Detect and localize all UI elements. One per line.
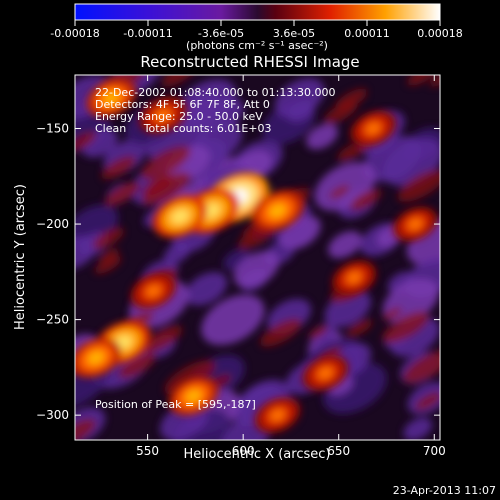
y-tick-label: −300 [36,408,69,422]
colorbar-units: (photons cm⁻² s⁻¹ asec⁻²) [186,39,328,52]
colorbar-gradient [74,3,441,21]
info-line-2: Detectors: 4F 5F 6F 7F 8F, Att 0 [95,98,270,111]
source-core [103,91,120,105]
source-core [407,218,423,230]
background-blob [163,242,191,264]
colorbar-tick-label: 0.00011 [344,27,390,40]
source-core [171,209,190,224]
colorbar-tick-label: 0.00018 [417,27,463,40]
background-blob [403,417,433,440]
background-blob [329,184,350,199]
background-blob [260,318,302,347]
background-blob [346,319,373,337]
x-axis-ticks: 550 600 650 700 [136,75,446,458]
background-blob [328,231,363,259]
background-blob [233,251,279,288]
source-core [268,203,287,218]
background-blob [350,188,382,211]
background-blob [75,131,96,152]
background-blob [274,78,325,118]
background-blob [92,227,125,249]
colorbar-tick-label: -3.6e-05 [198,27,244,40]
info-line-4: Clean Total counts: 6.01E+03 [95,122,272,135]
background-blob [118,352,156,379]
background-blob [382,311,430,344]
background-blob [142,325,183,353]
background-blob [306,123,338,150]
x-tick-label: 650 [327,444,350,458]
info-box: 22-Dec-2002 01:08:40.000 to 01:13:30.000… [95,86,336,135]
background-blob [94,255,122,274]
source-core [154,108,171,122]
background-blob [337,140,368,162]
source-core [145,284,161,298]
background-blob [98,248,119,263]
background-blob [101,155,136,180]
background-blob [335,88,368,111]
colorbar: -0.00018 -0.00011 -3.6e-05 3.6e-05 0.00011 0.… [50,3,463,52]
x-tick-label: 600 [232,444,255,458]
background-blob [164,360,216,395]
source-core [365,122,381,135]
source-core [346,271,362,284]
y-tick-label: −200 [36,217,69,231]
background-blob [407,75,437,86]
y-axis-label: Heliocentric Y (arcsec) [13,184,28,330]
plot-frame [74,74,441,441]
background-blob [397,169,440,202]
info-line-3: Energy Range: 25.0 - 50.0 keV [95,110,263,123]
colorbar-ticks: -0.00018 -0.00011 -3.6e-05 3.6e-05 0.00011 0.… [50,20,463,40]
y-axis-ticks: −150 −200 −250 −300 [36,122,440,422]
x-tick-label: 550 [136,444,159,458]
y-tick-label: −250 [36,313,69,327]
background-blob [415,392,440,411]
chart-title: Reconstructed RHESSI Image [140,53,360,71]
source-core [269,409,286,422]
background-blob [104,181,141,206]
timestamp: 23-Apr-2013 11:07 [392,484,496,497]
background-blob [429,75,440,87]
source-core [317,367,333,380]
info-line-1: 22-Dec-2002 01:08:40.000 to 01:13:30.000 [95,86,336,99]
colorbar-tick-label: 3.6e-05 [273,27,315,40]
x-axis-label: Heliocentric X (arcsec) [184,447,331,462]
peak-position-label: Position of Peak = [595,-187] [95,398,256,411]
source-core [185,389,202,403]
background-blob [201,294,265,346]
background-blob [382,307,402,321]
y-tick-label: −150 [36,122,69,136]
x-tick-label: 700 [423,444,446,458]
source-core [87,351,105,365]
background-blob [75,418,96,440]
bright-sources [75,78,438,433]
colorbar-tick-label: -0.00011 [123,27,172,40]
background-blob [185,272,228,306]
background-blob [141,172,191,206]
background-blob [308,325,328,339]
colorbar-tick-label: -0.00018 [50,27,99,40]
background-blob [140,145,191,180]
